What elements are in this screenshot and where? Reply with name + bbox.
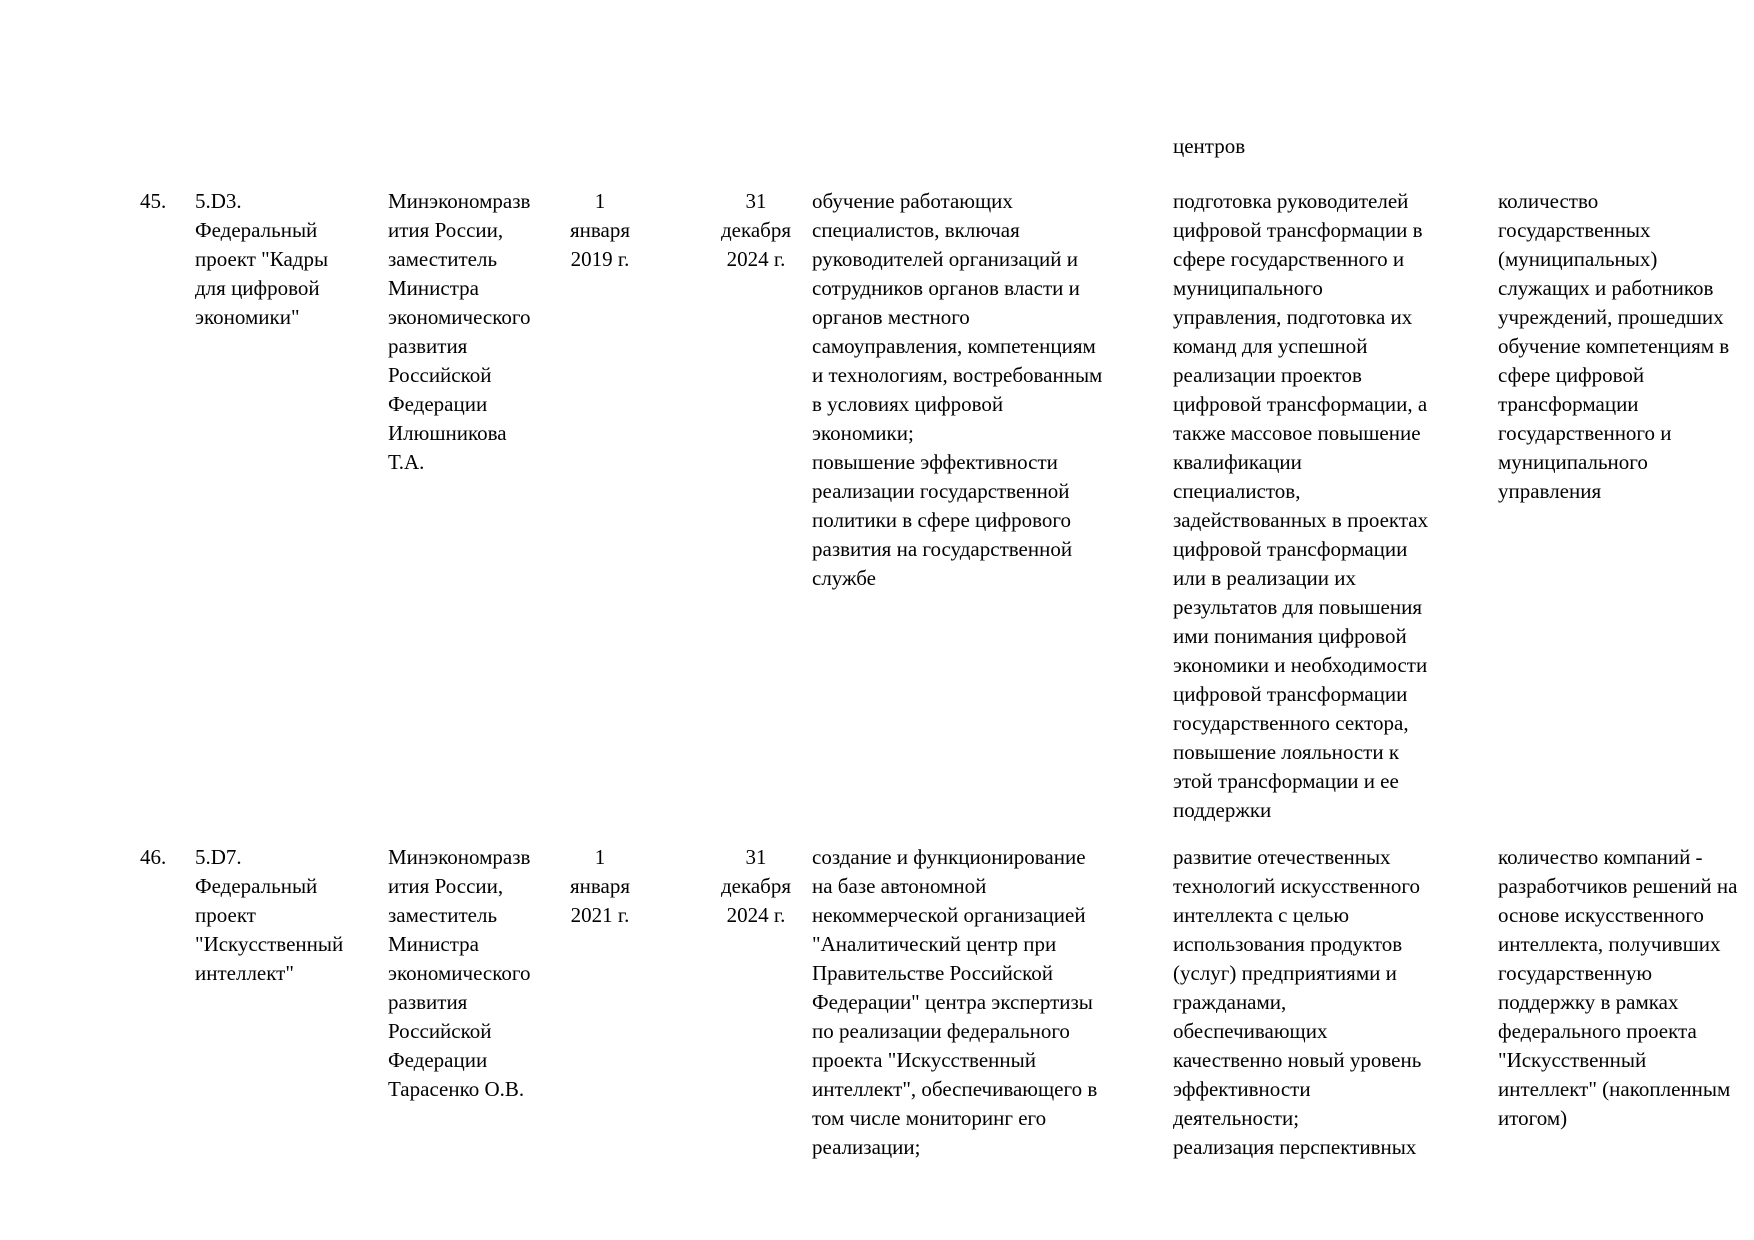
cell-end-date: 31 декабря 2024 г. — [720, 845, 792, 927]
cell-tasks: создание и функционирование на базе авто… — [812, 845, 1098, 1159]
cell-indicator: количество государственных (муниципальны… — [1498, 189, 1730, 503]
cell-tasks: обучение работающих специалистов, включа… — [812, 189, 1103, 590]
cell-responsible-agency: Минэкономразв ития России, заместитель М… — [388, 845, 531, 1101]
cell-row-number: 46. — [140, 845, 167, 869]
cell-start-date: 1 января 2021 г. — [569, 845, 631, 927]
cell-responsible-agency: Минэкономразв ития России, заместитель М… — [388, 189, 531, 474]
cell-start-date: 1 января 2019 г. — [569, 189, 631, 271]
cell-row-number: 45. — [140, 189, 167, 213]
cell-expected-results: развитие отечественных технологий искусс… — [1173, 845, 1422, 1159]
cell-project-name: 5.D7. Федеральный проект "Искусственный … — [195, 845, 344, 985]
cell-indicator: количество компаний - разработчиков реше… — [1498, 845, 1738, 1130]
cell-expected-results: подготовка руководителей цифровой трансф… — [1173, 189, 1429, 822]
cell-project-name: 5.D3. Федеральный проект "Кадры для цифр… — [195, 189, 329, 329]
cell-carryover-results: центров — [1173, 134, 1246, 158]
cell-end-date: 31 декабря 2024 г. — [720, 189, 792, 271]
